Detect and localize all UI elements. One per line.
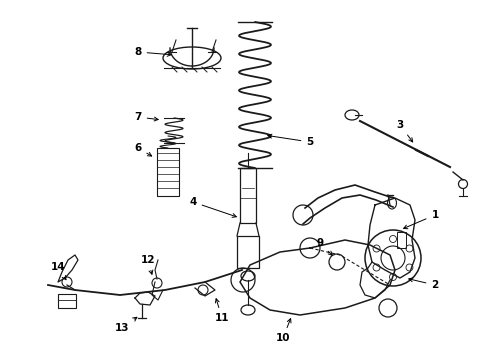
Text: 7: 7 bbox=[134, 112, 158, 122]
Bar bbox=[237, 236, 259, 268]
Text: 3: 3 bbox=[396, 120, 413, 142]
Text: 6: 6 bbox=[134, 143, 152, 156]
Text: 10: 10 bbox=[276, 319, 291, 343]
Text: 1: 1 bbox=[404, 210, 439, 229]
Text: 5: 5 bbox=[268, 134, 314, 147]
Text: 12: 12 bbox=[141, 255, 155, 274]
Text: 11: 11 bbox=[215, 299, 229, 323]
Text: 4: 4 bbox=[189, 197, 236, 217]
Bar bbox=[240, 168, 256, 223]
Text: 13: 13 bbox=[115, 317, 137, 333]
Bar bbox=[157, 148, 179, 196]
Text: 9: 9 bbox=[317, 238, 332, 255]
Text: 2: 2 bbox=[409, 278, 439, 290]
Text: 14: 14 bbox=[50, 262, 66, 280]
Bar bbox=[58, 294, 76, 308]
Text: 8: 8 bbox=[134, 47, 171, 57]
Bar bbox=[397, 232, 406, 248]
